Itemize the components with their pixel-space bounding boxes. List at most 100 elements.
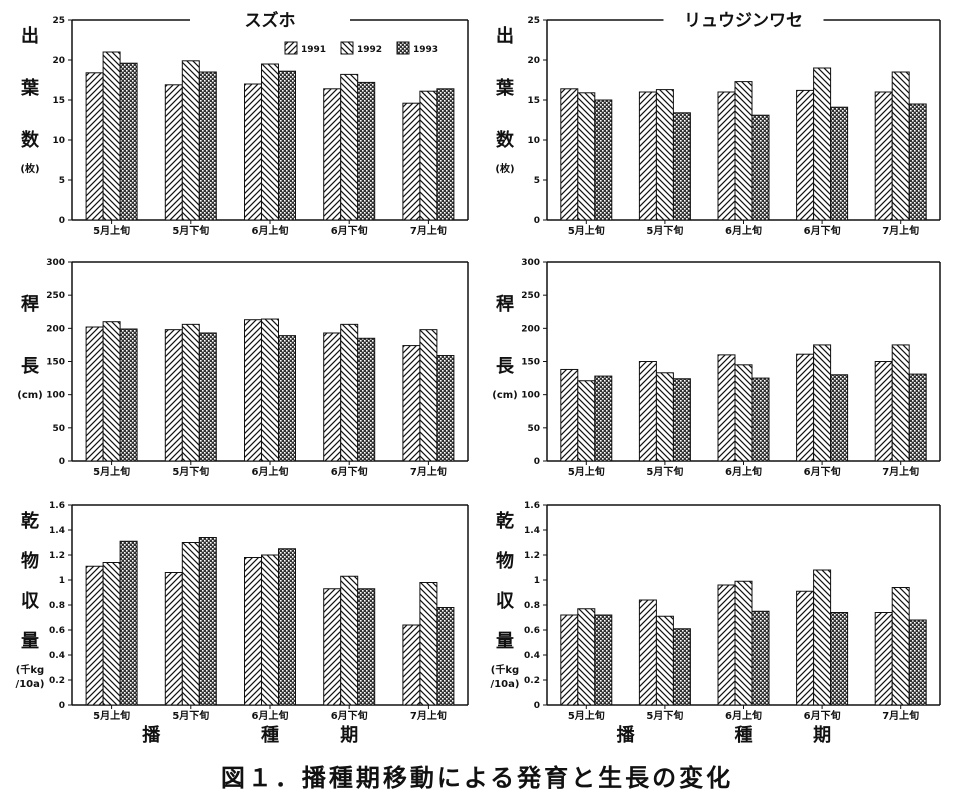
bar-1993	[672, 628, 691, 706]
y-tick-label: 250	[521, 291, 540, 301]
x-tick-label: 5月上旬	[93, 224, 130, 237]
bar-1993	[751, 377, 770, 462]
bar-1991	[402, 624, 421, 706]
y-axis-unit: (枚)	[495, 162, 514, 175]
bar-1992	[102, 321, 121, 462]
bar-1991	[402, 345, 421, 462]
y-tick-label: 0.4	[49, 651, 65, 661]
bar-1993	[357, 337, 376, 462]
bar-1991	[796, 89, 815, 221]
bar-1992	[181, 323, 200, 462]
bar-1991	[164, 329, 183, 462]
x-axis-label-char: 播	[142, 724, 161, 746]
bar-1991	[874, 612, 893, 706]
y-tick-label: 5	[59, 176, 65, 186]
y-tick-label: 1	[534, 576, 540, 586]
y-axis-label-char: 長	[496, 356, 515, 377]
y-tick-label: 200	[46, 324, 65, 334]
y-tick-label: 5	[534, 176, 540, 186]
x-tick-label: 6月下旬	[331, 224, 368, 237]
bar-1993	[672, 378, 691, 462]
y-tick-label: 150	[521, 358, 540, 368]
bar-1991	[164, 84, 183, 221]
bar-1993	[198, 332, 217, 462]
y-axis-label-char: 数	[21, 129, 40, 151]
x-axis-label-char: 期	[813, 725, 831, 746]
bar-1991	[638, 361, 657, 462]
y-axis-label-char: 乾	[21, 510, 39, 532]
bar-1992	[734, 81, 753, 221]
y-tick-label: 0.8	[524, 601, 540, 611]
y-tick-label: 100	[46, 391, 65, 401]
bar-1993	[436, 355, 455, 462]
bar-1991	[244, 557, 262, 706]
y-axis-label-char: 数	[496, 129, 515, 151]
bar-1992	[181, 60, 200, 221]
bar-1992	[419, 582, 438, 706]
bar-1993	[357, 81, 376, 221]
y-tick-label: 1.4	[49, 526, 65, 536]
y-axis-label-char: 乾	[496, 510, 514, 532]
y-axis-label-char: 長	[21, 356, 40, 377]
x-tick-label: 7月上旬	[410, 224, 447, 237]
x-tick-label: 5月上旬	[568, 709, 605, 722]
bar-1991	[874, 361, 893, 462]
x-tick-label: 5月下旬	[646, 465, 683, 478]
bar-1993	[198, 71, 217, 221]
bar-1993	[751, 610, 770, 706]
x-axis-label-char: 播	[617, 724, 636, 746]
x-tick-label: 6月上旬	[725, 709, 762, 722]
y-axis-unit: /10a)	[16, 679, 45, 690]
x-tick-label: 7月上旬	[882, 465, 919, 478]
x-tick-label: 6月上旬	[725, 224, 762, 237]
y-axis-label-char: 収	[496, 591, 515, 612]
bar-1991	[85, 565, 104, 706]
bar-1991	[560, 614, 579, 706]
bar-1992	[340, 323, 359, 462]
y-tick-label: 25	[52, 16, 65, 26]
y-tick-label: 0.2	[49, 676, 65, 686]
x-tick-label: 5月下旬	[646, 709, 683, 722]
chart-panel: スズホ 0 5 10 15 20 25 出葉数 (枚) 5月上旬 5月下旬 6月上旬 6月下旬 7月上旬 1…	[20, 10, 469, 237]
y-tick-label: 10	[52, 136, 65, 146]
x-tick-label: 6月下旬	[331, 709, 368, 722]
y-axis-label-char: 出	[496, 25, 514, 47]
x-tick-label: 5月下旬	[172, 465, 209, 478]
bar-1991	[244, 83, 262, 221]
y-tick-label: 0	[59, 701, 65, 711]
y-tick-label: 0.4	[524, 651, 540, 661]
bar-1991	[560, 368, 579, 462]
bar-1992	[655, 89, 674, 221]
x-tick-label: 7月上旬	[882, 224, 919, 237]
bar-1993	[436, 607, 455, 706]
bar-1992	[577, 608, 596, 706]
x-tick-label: 5月下旬	[172, 224, 209, 237]
y-axis-unit: (千kg	[16, 663, 44, 676]
bar-1992	[891, 344, 910, 462]
bar-1992	[261, 318, 279, 462]
bar-1992	[655, 615, 674, 706]
y-axis-unit: (枚)	[20, 162, 39, 175]
bar-1992	[419, 329, 438, 462]
bar-1993	[357, 588, 376, 706]
y-tick-label: 200	[521, 324, 540, 334]
y-tick-label: 15	[52, 96, 65, 106]
y-tick-label: 50	[52, 424, 65, 434]
bar-1992	[419, 90, 438, 221]
bar-1992	[102, 562, 121, 706]
y-axis-label-char: 稈	[496, 294, 514, 315]
legend: 1991 1992 1993	[284, 41, 438, 55]
bar-1993	[119, 540, 138, 706]
bar-1993	[594, 375, 613, 462]
bar-1991	[164, 572, 183, 706]
y-tick-label: 0.2	[524, 676, 540, 686]
y-tick-label: 0	[59, 216, 65, 226]
bar-1992	[577, 92, 596, 221]
legend-label: 1991	[301, 45, 326, 55]
bar-1991	[796, 590, 815, 706]
x-tick-label: 5月上旬	[568, 465, 605, 478]
y-axis-unit: (cm)	[492, 390, 518, 401]
y-tick-label: 0	[534, 216, 540, 226]
